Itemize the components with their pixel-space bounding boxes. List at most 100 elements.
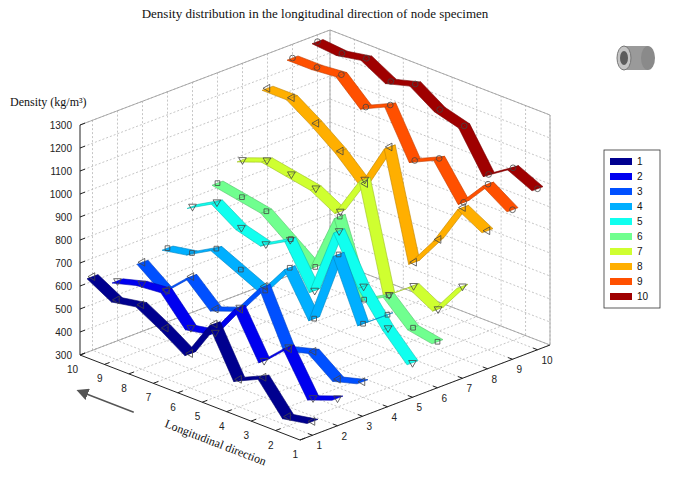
ribbon-segment [286,172,321,190]
point-marker [361,321,366,326]
legend-label: 6 [637,231,643,242]
depth-tick-label: 10 [542,355,554,366]
point-marker [240,195,245,200]
ribbon-segment [259,284,294,351]
point-marker [411,325,416,330]
ribbon-segment [209,322,244,382]
point-marker [339,72,345,78]
y-tick-label: 1200 [50,143,73,154]
ribbon-segment [384,145,419,264]
point-marker [162,286,169,294]
x-grid-line [276,106,526,431]
point-marker [308,418,315,426]
x-grid-line [251,96,501,421]
depth-grid-line [143,101,363,416]
point-marker [510,207,516,213]
point-marker [238,267,243,272]
y-tick-label: 1000 [50,189,73,200]
point-marker [336,147,343,155]
point-marker [434,307,442,314]
depth-tick [433,386,437,388]
ribbon-segment [283,345,318,400]
x-grid-line [202,77,452,402]
depth-grid-line [93,120,313,435]
depth-tick [533,348,537,350]
y-tick-label: 500 [55,304,72,315]
ribbon-segment [409,237,444,264]
chart: 1234567891012345678910300400500600700800… [0,0,687,480]
x-tick-label: 10 [67,364,79,375]
point-marker [363,104,369,110]
point-marker [214,246,219,251]
legend-label: 5 [637,216,643,227]
icon-face [617,46,631,70]
legend-label: 3 [637,186,643,197]
legend-label: 7 [637,246,643,257]
x-tick [178,391,183,393]
ribbon-segment [186,274,221,311]
point-marker [263,288,268,293]
point-marker [461,123,467,129]
ribbon-segment [361,56,396,83]
depth-tick-label: 7 [467,383,473,394]
ribbon-segment [336,73,371,110]
y-tick [80,215,85,217]
point-marker [260,283,267,291]
plot-area [87,39,543,426]
point-marker [287,94,294,102]
point-marker [260,358,268,365]
ribbon-segment [333,377,368,384]
depth-tick-label: 8 [492,374,498,385]
x-grid-line [178,68,428,393]
y-tick-label: 600 [55,281,72,292]
point-marker [385,292,393,299]
box-edge [80,30,550,125]
legend-swatch [610,263,632,270]
legend-swatch [610,278,632,285]
ribbon-segment [308,396,343,400]
point-marker [385,312,390,317]
point-marker [239,158,247,165]
x-tick-label: 4 [219,421,225,432]
point-marker [215,181,220,186]
point-marker [461,199,467,205]
point-marker [137,301,144,309]
grid [80,30,550,440]
legend-swatch [610,173,632,180]
x-axis-title: Longitudinal direction [163,417,268,469]
point-marker [290,55,296,61]
x-tick-label: 7 [146,392,152,403]
point-marker [312,119,319,127]
legend-swatch [610,188,632,195]
depth-tick-label: 4 [392,412,398,423]
x-tick [129,372,134,374]
x-tick [153,381,158,383]
depth-tick [508,358,512,360]
point-marker [434,236,441,244]
x-tick-label: 3 [244,430,250,441]
depth-grid-line [243,63,463,378]
legend-swatch [610,158,632,165]
depth-grid-line [218,73,438,388]
point-marker [336,252,341,257]
y-tick-label: 1100 [50,166,72,177]
y-tick-label: 300 [55,350,72,361]
y-tick [80,284,85,286]
point-marker [358,378,365,386]
x-tick [104,363,109,365]
y-tick-label: 800 [55,235,72,246]
y-tick [80,192,85,194]
depth-grid-line [193,82,413,397]
x-tick [251,419,256,421]
point-marker [334,375,341,383]
y-tick-label: 400 [55,327,72,338]
point-marker [410,258,417,266]
y-tick [80,307,85,309]
point-marker [263,84,270,92]
point-marker [284,413,291,421]
x-tick-label: 6 [170,402,176,413]
legend-label: 1 [637,156,643,167]
legend-label: 2 [637,171,643,182]
y-tick [80,261,85,263]
depth-grid-line [168,92,388,407]
